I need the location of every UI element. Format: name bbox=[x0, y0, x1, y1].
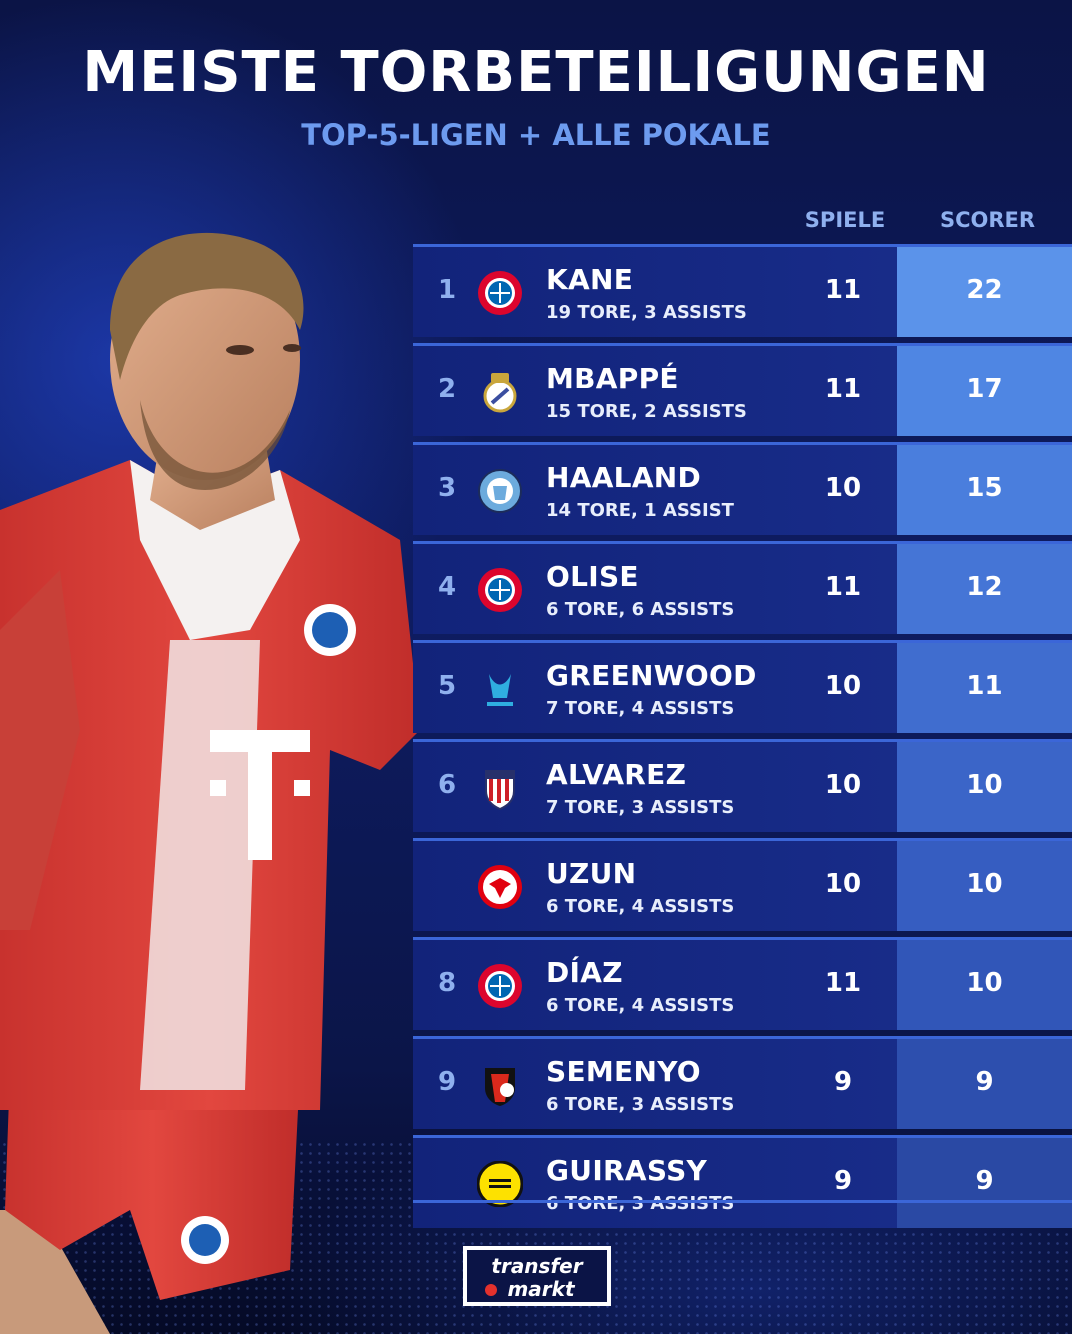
scorer-cell-background bbox=[897, 346, 1072, 436]
bayern-crest-icon bbox=[477, 963, 523, 1009]
column-header-games: SPIELE bbox=[804, 208, 886, 232]
player-name: HAALAND bbox=[546, 461, 702, 494]
player-name: GUIRASSY bbox=[546, 1154, 708, 1187]
player-name: MBAPPÉ bbox=[546, 362, 679, 395]
games-played: 11 bbox=[824, 275, 862, 305]
player-detail: 6 TORE, 3 ASSISTS bbox=[546, 1193, 735, 1214]
table-row: 5 GREENWOOD 7 TORE, 4 ASSISTS 10 11 bbox=[413, 640, 1072, 733]
player-name: SEMENYO bbox=[546, 1055, 701, 1088]
atletico-crest-icon bbox=[477, 765, 523, 811]
player-detail: 6 TORE, 6 ASSISTS bbox=[546, 599, 735, 620]
row-rank: 9 bbox=[437, 1067, 457, 1097]
games-played: 11 bbox=[824, 968, 862, 998]
logo-text-line1: transfer bbox=[491, 1254, 583, 1278]
scorer-cell-background bbox=[897, 544, 1072, 634]
games-played: 10 bbox=[824, 869, 862, 899]
row-rank: 1 bbox=[437, 275, 457, 305]
bayern-crest-icon bbox=[477, 567, 523, 613]
dortmund-crest-icon bbox=[476, 1160, 524, 1208]
scorer-points: 12 bbox=[966, 572, 1003, 602]
player-name: DÍAZ bbox=[546, 956, 623, 989]
table-row: 2 MBAPPÉ 15 TORE, 2 ASSISTS 11 17 bbox=[413, 343, 1072, 436]
transfermarkt-logo: transfer markt bbox=[463, 1246, 611, 1306]
games-played: 10 bbox=[824, 770, 862, 800]
frankfurt-crest-icon bbox=[477, 864, 523, 910]
scorer-points: 15 bbox=[966, 473, 1003, 503]
player-detail: 6 TORE, 4 ASSISTS bbox=[546, 896, 735, 917]
man-city-crest-icon bbox=[477, 468, 523, 514]
player-detail: 15 TORE, 2 ASSISTS bbox=[546, 401, 747, 422]
scorer-points: 11 bbox=[966, 671, 1003, 701]
player-detail: 7 TORE, 4 ASSISTS bbox=[546, 698, 735, 719]
player-name: UZUN bbox=[546, 857, 637, 890]
bayern-crest-icon bbox=[477, 270, 523, 316]
player-detail: 7 TORE, 3 ASSISTS bbox=[546, 797, 735, 818]
row-rank: 3 bbox=[437, 473, 457, 503]
marseille-crest-icon bbox=[477, 666, 523, 712]
row-rank: 6 bbox=[437, 770, 457, 800]
player-name: KANE bbox=[546, 263, 634, 296]
scorer-points: 10 bbox=[966, 968, 1003, 998]
player-detail: 19 TORE, 3 ASSISTS bbox=[546, 302, 747, 323]
scorer-points: 10 bbox=[966, 869, 1003, 899]
row-rank: 4 bbox=[437, 572, 457, 602]
player-detail: 6 TORE, 4 ASSISTS bbox=[546, 995, 735, 1016]
player-photo bbox=[0, 232, 420, 1334]
games-played: 10 bbox=[824, 473, 862, 503]
ranking-table: 1 KANE 19 TORE, 3 ASSISTS 11 22 2 MBAPPÉ 15 TOR… bbox=[413, 244, 1072, 1234]
scorer-cell-background bbox=[897, 445, 1072, 535]
player-detail: 6 TORE, 3 ASSISTS bbox=[546, 1094, 735, 1115]
table-row: GUIRASSY 6 TORE, 3 ASSISTS 9 9 bbox=[413, 1135, 1072, 1228]
table-row: 6 ALVAREZ 7 TORE, 3 ASSISTS 10 10 bbox=[413, 739, 1072, 832]
scorer-points: 17 bbox=[966, 374, 1003, 404]
bournemouth-crest-icon bbox=[477, 1062, 523, 1108]
page-title: MEISTE TORBETEILIGUNGEN bbox=[82, 40, 990, 105]
page-subtitle: TOP-5-LIGEN + ALLE POKALE bbox=[301, 118, 771, 152]
scorer-cell-background bbox=[897, 643, 1072, 733]
games-played: 11 bbox=[824, 374, 862, 404]
scorer-cell-background bbox=[897, 247, 1072, 337]
table-row: 4 OLISE 6 TORE, 6 ASSISTS 11 12 bbox=[413, 541, 1072, 634]
games-played: 9 bbox=[833, 1166, 853, 1196]
table-row: 9 SEMENYO 6 TORE, 3 ASSISTS 9 9 bbox=[413, 1036, 1072, 1129]
scorer-cell-background bbox=[897, 1138, 1072, 1228]
row-rank: 5 bbox=[437, 671, 457, 701]
real-madrid-crest-icon bbox=[477, 369, 523, 415]
games-played: 11 bbox=[824, 572, 862, 602]
player-name: ALVAREZ bbox=[546, 758, 687, 791]
games-played: 10 bbox=[824, 671, 862, 701]
table-row: 3 HAALAND 14 TORE, 1 ASSIST 10 15 bbox=[413, 442, 1072, 535]
table-row: 8 DÍAZ 6 TORE, 4 ASSISTS 11 10 bbox=[413, 937, 1072, 1030]
player-name: GREENWOOD bbox=[546, 659, 757, 692]
player-detail: 14 TORE, 1 ASSIST bbox=[546, 500, 734, 521]
scorer-points: 10 bbox=[966, 770, 1003, 800]
scorer-cell-background bbox=[897, 1039, 1072, 1129]
logo-text-line2: markt bbox=[507, 1277, 576, 1301]
table-row: 1 KANE 19 TORE, 3 ASSISTS 11 22 bbox=[413, 244, 1072, 337]
column-header-scorer: SCORER bbox=[939, 208, 1036, 232]
player-name: OLISE bbox=[546, 560, 639, 593]
scorer-points: 9 bbox=[975, 1166, 994, 1196]
table-bottom-border bbox=[413, 1200, 1072, 1203]
scorer-cell-background bbox=[897, 841, 1072, 931]
row-rank: 2 bbox=[437, 374, 457, 404]
scorer-cell-background bbox=[897, 940, 1072, 1030]
games-played: 9 bbox=[833, 1067, 853, 1097]
scorer-points: 22 bbox=[966, 275, 1003, 305]
row-rank: 8 bbox=[437, 968, 457, 998]
scorer-cell-background bbox=[897, 742, 1072, 832]
table-row: UZUN 6 TORE, 4 ASSISTS 10 10 bbox=[413, 838, 1072, 931]
scorer-points: 9 bbox=[975, 1067, 994, 1097]
